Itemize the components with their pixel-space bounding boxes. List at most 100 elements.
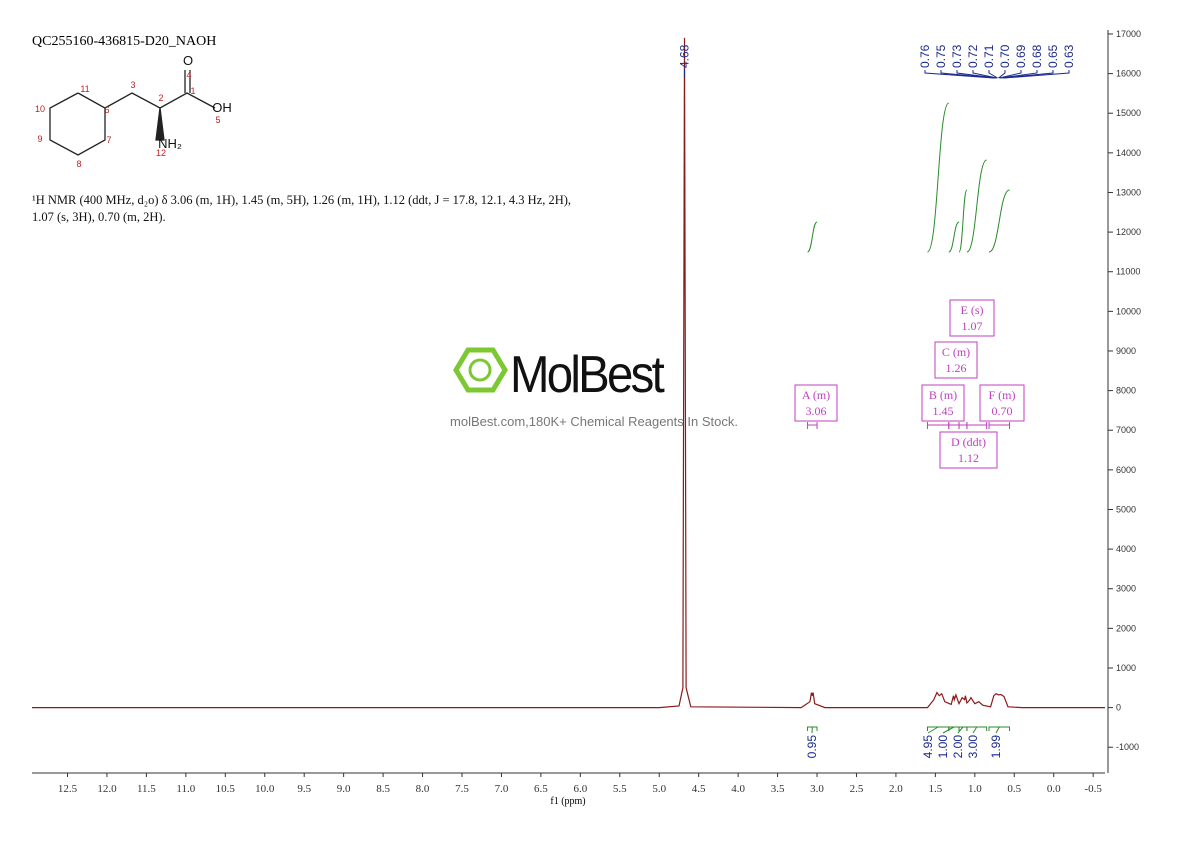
x-tick-label: 12.0 (97, 783, 117, 795)
peak-label: 0.75 (934, 44, 948, 68)
integral-label: 3.00 (966, 735, 980, 759)
x-tick-label: 12.5 (58, 783, 78, 795)
y-tick-label: 15000 (1116, 108, 1141, 118)
multiplet-range (948, 422, 960, 429)
y-tick-label: 2000 (1116, 623, 1136, 633)
x-tick-label: 1.0 (968, 783, 982, 795)
multiplet-range (807, 422, 818, 429)
x-tick-label: 11.5 (137, 783, 156, 795)
multiplet-label: D (ddt) (951, 435, 986, 449)
atom-number: 1 (190, 86, 195, 96)
peak-label: 4.68 (677, 44, 691, 68)
x-axis-label: f1 (ppm) (550, 796, 585, 807)
x-tick-label: 5.5 (613, 783, 627, 795)
x-tick-label: 8.0 (416, 783, 430, 795)
y-tick-label: 12000 (1116, 227, 1141, 237)
y-tick-label: 3000 (1116, 584, 1136, 594)
integral-label: 0.95 (805, 735, 819, 759)
y-tick-label: 14000 (1116, 148, 1141, 158)
x-tick-label: 6.0 (573, 783, 587, 795)
peak-connector (940, 70, 995, 79)
atom-number: 5 (215, 115, 220, 125)
molecule (49, 70, 216, 156)
atom-number: 8 (76, 159, 81, 169)
integral-curve (948, 221, 960, 253)
peak-connector (999, 70, 1022, 79)
multiplet-shift: 1.45 (933, 404, 954, 418)
y-tick-label: 10000 (1116, 306, 1141, 316)
atom-number: 12 (156, 148, 166, 158)
y-tick-label: 6000 (1116, 465, 1136, 475)
integral-curve (927, 102, 950, 253)
x-tick-label: 10.0 (255, 783, 275, 795)
integral-curve (966, 159, 988, 253)
x-tick-label: 1.5 (928, 783, 942, 795)
multiplet-label: E (s) (961, 303, 984, 317)
x-tick-label: 9.0 (337, 783, 351, 795)
peak-connector (1003, 70, 1070, 79)
y-tick-label: 1000 (1116, 663, 1136, 673)
multiplet-label: F (m) (989, 388, 1016, 402)
x-tick-label: 6.5 (534, 783, 548, 795)
description: ¹H NMR (400 MHz, d₂o) δ 3.06 (m, 1H), 1.… (32, 193, 572, 224)
multiplet-box (979, 384, 1025, 422)
y-tick-label: 5000 (1116, 504, 1136, 514)
atom-number: 2 (158, 93, 163, 103)
y-tick-label: 11000 (1116, 267, 1140, 277)
x-tick-label: 2.0 (889, 783, 903, 795)
x-tick-label: 0.0 (1047, 783, 1061, 795)
multiplet-range (988, 422, 1011, 429)
peak-connector (988, 70, 998, 79)
multiplet-label: B (m) (929, 388, 957, 402)
integral-bracket (957, 726, 968, 734)
peak-connector (956, 70, 997, 79)
peak-label: 0.63 (1062, 44, 1076, 68)
x-tick-label: 3.0 (810, 783, 824, 795)
multiplet-box (939, 431, 998, 469)
integral-label: 4.95 (921, 735, 935, 759)
multiplet-range (958, 422, 968, 429)
atom-number: 3 (130, 80, 135, 90)
chart-title: QC255160-436815-D20_NAOH (32, 34, 216, 49)
integral-bracket (966, 726, 988, 734)
peak-label: 0.73 (950, 44, 964, 68)
x-tick-label: -0.5 (1084, 783, 1102, 795)
peak-label: 0.68 (1030, 44, 1044, 68)
y-tick-label: 8000 (1116, 386, 1136, 396)
peak-label: 0.76 (918, 44, 932, 68)
atom-number: 7 (106, 135, 111, 145)
atom-label: NH₂ (158, 136, 182, 151)
integral-bracket (988, 726, 1011, 734)
integral-curve (807, 221, 818, 253)
multiplet-shift: 3.06 (806, 404, 827, 418)
y-tick-label: 7000 (1116, 425, 1136, 435)
x-tick-label: 10.5 (216, 783, 236, 795)
peak-label: 0.72 (966, 44, 980, 68)
multiplet-range (966, 422, 988, 429)
y-tick-label: 13000 (1116, 187, 1141, 197)
multiplet-box (921, 384, 965, 422)
watermark-brand: MolBest (510, 346, 665, 404)
atom-number: 6 (104, 105, 109, 115)
watermark-logo (453, 347, 508, 393)
x-tick-label: 7.5 (455, 783, 469, 795)
peak-connector (972, 70, 998, 79)
x-tick-label: 9.5 (297, 783, 311, 795)
x-tick-label: 11.0 (176, 783, 195, 795)
integral-label: 1.00 (936, 735, 950, 759)
x-tick-label: 4.0 (731, 783, 745, 795)
peak-label: 0.70 (998, 44, 1012, 68)
integral-label: 1.99 (989, 735, 1003, 759)
peak-connector (924, 70, 994, 79)
multiplet-shift: 0.70 (992, 404, 1013, 418)
watermark-tagline: molBest.com,180K+ Chemical Reagents In S… (450, 414, 738, 429)
atom-number: 9 (37, 134, 42, 144)
y-tick-label: 16000 (1116, 69, 1141, 79)
integral-bracket (807, 726, 818, 734)
y-tick-label: 9000 (1116, 346, 1136, 356)
peak-connector (1000, 70, 1038, 79)
peak-label: 0.71 (982, 44, 996, 68)
peak-label: 0.65 (1046, 44, 1060, 68)
